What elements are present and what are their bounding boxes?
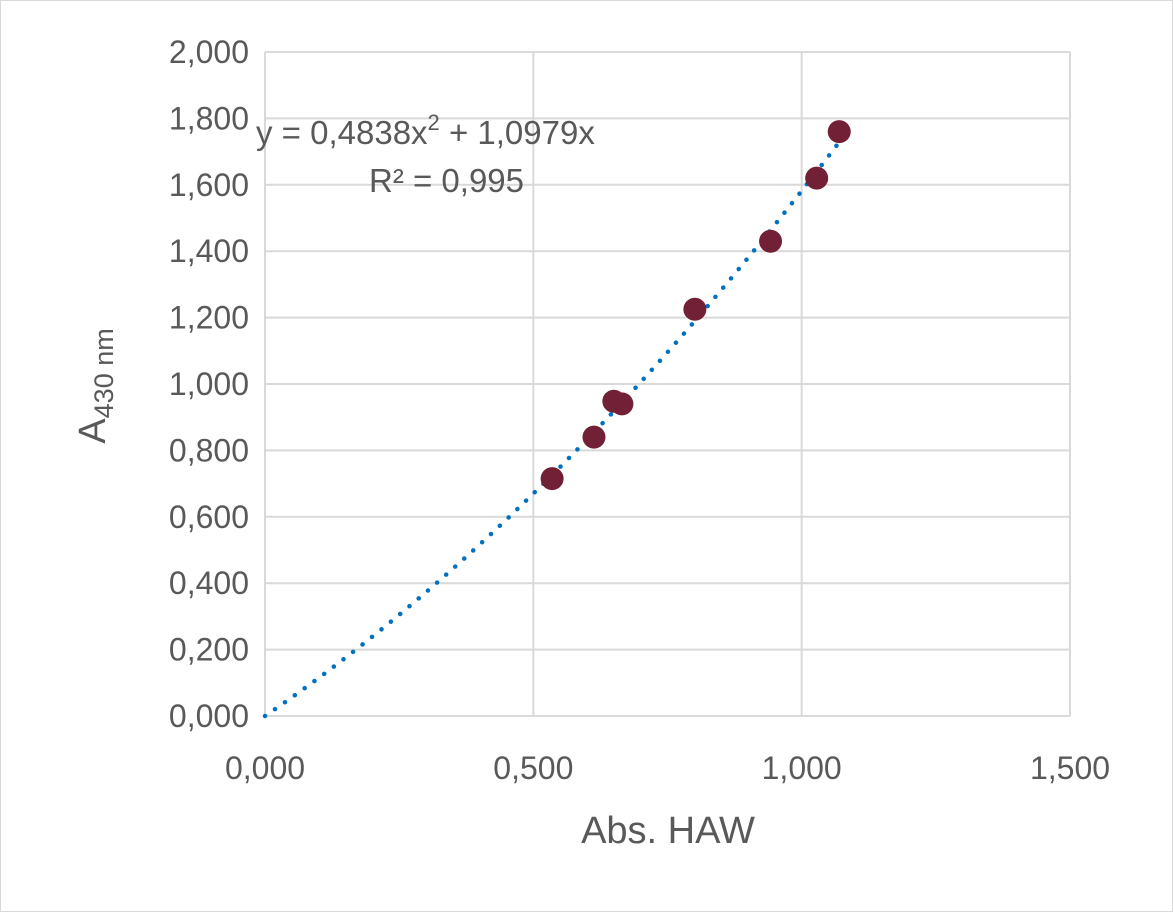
x-tick-label: 1,500 — [1030, 750, 1110, 786]
y-tick-label: 1,000 — [169, 366, 249, 402]
x-tick-label: 0,000 — [225, 750, 305, 786]
y-tick-label: 0,000 — [169, 698, 249, 734]
gridlines — [264, 51, 1071, 717]
y-tick-label: 0,400 — [169, 565, 249, 601]
y-tick-label: 1,600 — [169, 167, 249, 203]
data-point — [759, 229, 783, 253]
data-point — [805, 166, 829, 190]
y-tick-label: 1,800 — [169, 100, 249, 136]
y-axis-tick-labels: 0,000 0,200 0,400 0,600 0,800 1,000 1,200 1,400… — [169, 34, 249, 734]
x-axis-title: Abs. HAW — [581, 810, 755, 852]
data-point — [683, 297, 707, 321]
data-point — [540, 467, 564, 491]
y-tick-label: 1,200 — [169, 300, 249, 336]
x-axis-tick-labels: 0,000 0,500 1,000 1,500 — [225, 750, 1110, 786]
data-point — [827, 120, 851, 144]
x-tick-label: 0,500 — [493, 750, 573, 786]
y-axis-title: A430 nm — [72, 328, 119, 443]
y-tick-label: 0,200 — [169, 632, 249, 668]
y-tick-label: 1,400 — [169, 233, 249, 269]
trendline-equation: y = 0,4838x2 + 1,0979x — [256, 110, 595, 151]
data-point — [582, 425, 606, 449]
y-tick-label: 0,800 — [169, 432, 249, 468]
y-tick-label: 2,000 — [169, 34, 249, 70]
trendline-r-squared: R² = 0,995 — [369, 162, 524, 199]
x-tick-label: 1,000 — [762, 750, 842, 786]
data-points — [540, 120, 851, 491]
y-tick-label: 0,600 — [169, 499, 249, 535]
data-point — [610, 392, 634, 416]
trendline — [262, 139, 842, 719]
trendline-layer — [262, 139, 842, 719]
